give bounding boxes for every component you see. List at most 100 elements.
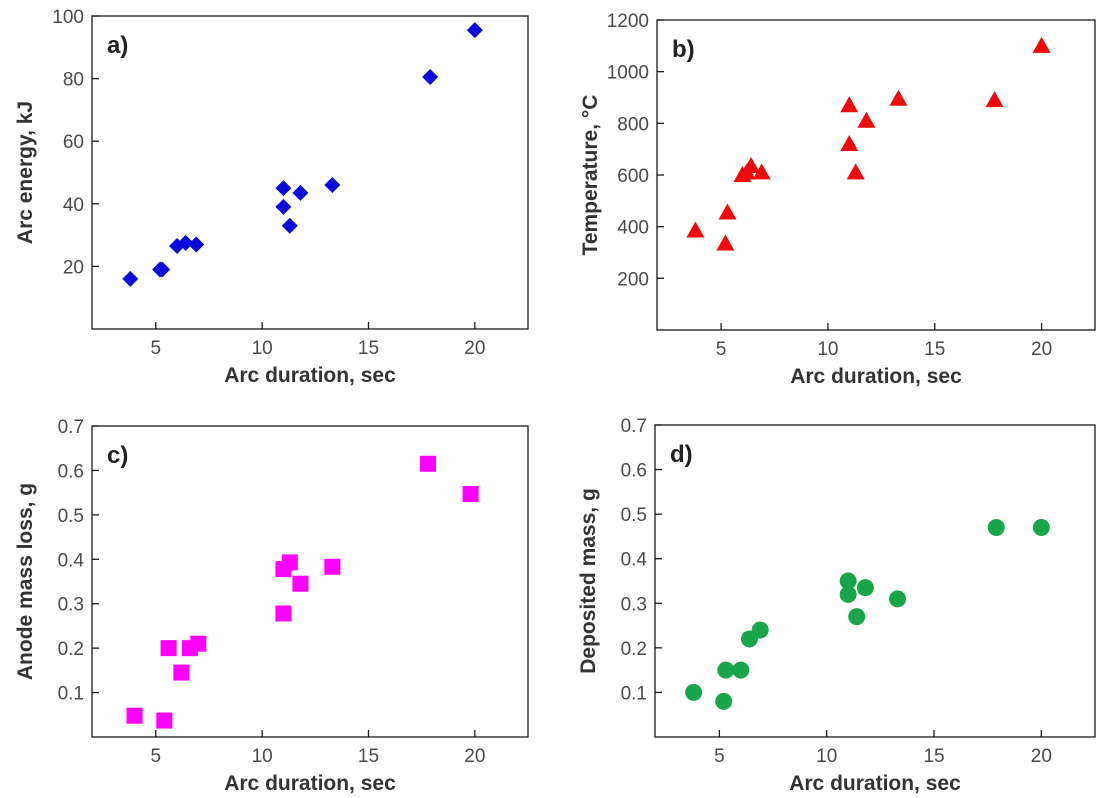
data-point xyxy=(857,111,876,128)
data-point xyxy=(846,163,865,180)
y-tick-label: 0.1 xyxy=(58,684,84,705)
x-tick-label: 15 xyxy=(358,746,379,767)
x-tick-label: 20 xyxy=(464,746,485,767)
data-point xyxy=(889,590,907,608)
data-point xyxy=(1032,36,1051,53)
x-tick-label: 5 xyxy=(716,339,727,360)
data-point xyxy=(889,89,908,106)
x-tick-label: 10 xyxy=(817,339,838,360)
x-tick-label: 15 xyxy=(358,338,379,359)
y-axis-label: Arc energy, kJ xyxy=(14,101,37,244)
data-point xyxy=(462,485,479,502)
plot-frame xyxy=(654,424,1096,738)
data-point xyxy=(422,69,439,86)
data-point xyxy=(716,234,735,251)
y-tick-label: 0.3 xyxy=(621,594,647,615)
data-point xyxy=(324,558,341,575)
y-tick-label: 1200 xyxy=(607,11,649,32)
data-point xyxy=(848,608,866,626)
y-tick-label: 0.6 xyxy=(621,461,647,482)
chart-panel-3: 5 10 15 20 0.1 0.2 0.3 0.4 0.5 0.6 0.7 Arc duration… xyxy=(14,417,529,795)
x-axis-label: Arc duration, sec xyxy=(790,365,962,388)
x-tick-label: 5 xyxy=(151,338,162,359)
data-point xyxy=(751,621,769,639)
data-point xyxy=(275,198,292,215)
data-point xyxy=(188,236,205,253)
x-tick-label: 5 xyxy=(714,746,725,767)
x-tick-label: 20 xyxy=(1031,339,1052,360)
y-tick-label: 600 xyxy=(617,166,649,187)
data-point xyxy=(839,572,857,590)
y-axis-label: Anode mass loss, g xyxy=(14,483,37,680)
data-point xyxy=(190,635,207,652)
data-point xyxy=(856,579,874,597)
y-tick-label: 0.7 xyxy=(58,417,84,438)
x-tick-label: 20 xyxy=(1031,746,1052,767)
data-point xyxy=(752,163,771,180)
y-axis-label: Temperature, °C xyxy=(579,95,602,256)
data-point xyxy=(742,156,761,173)
y-tick-label: 0.4 xyxy=(621,550,648,571)
data-point xyxy=(281,217,298,234)
data-point xyxy=(717,661,735,679)
x-tick-label: 15 xyxy=(923,746,944,767)
x-axis-label: Arc duration, sec xyxy=(789,772,961,795)
data-point xyxy=(281,554,298,571)
y-tick-label: 0.2 xyxy=(58,639,84,660)
y-tick-label: 400 xyxy=(617,218,649,239)
data-point xyxy=(715,692,733,710)
x-tick-label: 15 xyxy=(924,339,945,360)
y-tick-label: 0.2 xyxy=(621,639,647,660)
x-axis-label: Arc duration, sec xyxy=(224,772,396,795)
y-tick-label: 0.6 xyxy=(58,461,84,482)
plot-frame xyxy=(91,425,529,738)
panel-tag: b) xyxy=(672,36,695,63)
chart-panel-2: 5 10 15 20 200 400 600 800 1000 1200 Arc duration,… xyxy=(579,11,1096,388)
y-tick-label: 0.7 xyxy=(621,416,647,437)
y-axis-label: Deposited mass, g xyxy=(577,488,600,674)
data-point xyxy=(292,184,309,201)
x-axis-label: Arc duration, sec xyxy=(224,364,396,387)
data-point xyxy=(466,22,483,39)
y-tick-label: 0.5 xyxy=(58,506,84,527)
data-point xyxy=(985,91,1004,108)
plot-frame xyxy=(91,15,529,330)
data-point xyxy=(420,455,437,472)
y-tick-label: 80 xyxy=(63,70,84,91)
data-point xyxy=(1032,519,1050,537)
data-point xyxy=(160,640,177,657)
y-tick-label: 40 xyxy=(63,195,84,216)
data-point xyxy=(292,575,309,592)
data-point xyxy=(173,664,190,681)
y-tick-label: 0.5 xyxy=(621,505,647,526)
data-point xyxy=(840,135,859,151)
data-point xyxy=(122,270,139,287)
data-point xyxy=(126,707,143,724)
x-tick-label: 10 xyxy=(816,746,837,767)
data-point xyxy=(685,683,703,701)
y-tick-label: 100 xyxy=(52,7,84,28)
data-point xyxy=(154,261,171,278)
y-tick-label: 1000 xyxy=(607,63,649,84)
panel-tag: a) xyxy=(107,32,128,59)
data-point xyxy=(987,519,1005,537)
y-tick-label: 0.4 xyxy=(58,550,85,571)
data-point xyxy=(275,605,292,622)
y-tick-label: 20 xyxy=(63,257,84,278)
y-tick-label: 0.3 xyxy=(58,595,84,616)
chart-panel-4: 5 10 15 20 0.1 0.2 0.3 0.4 0.5 0.6 0.7 Arc duration… xyxy=(577,416,1096,795)
data-point xyxy=(686,221,705,238)
x-tick-label: 10 xyxy=(252,338,273,359)
x-tick-label: 20 xyxy=(464,338,485,359)
panel-tag: d) xyxy=(670,441,693,468)
data-point xyxy=(156,712,173,729)
plot-frame xyxy=(656,19,1096,331)
y-tick-label: 800 xyxy=(617,114,649,135)
chart-panel-1: 5 10 15 20 20 40 60 80 100 Arc duration, sec Arc e… xyxy=(14,7,529,387)
data-point xyxy=(718,203,737,220)
panel-tag: c) xyxy=(107,442,128,469)
data-point xyxy=(177,234,194,251)
data-point xyxy=(839,585,857,603)
data-point xyxy=(275,180,292,197)
data-point xyxy=(732,661,750,679)
